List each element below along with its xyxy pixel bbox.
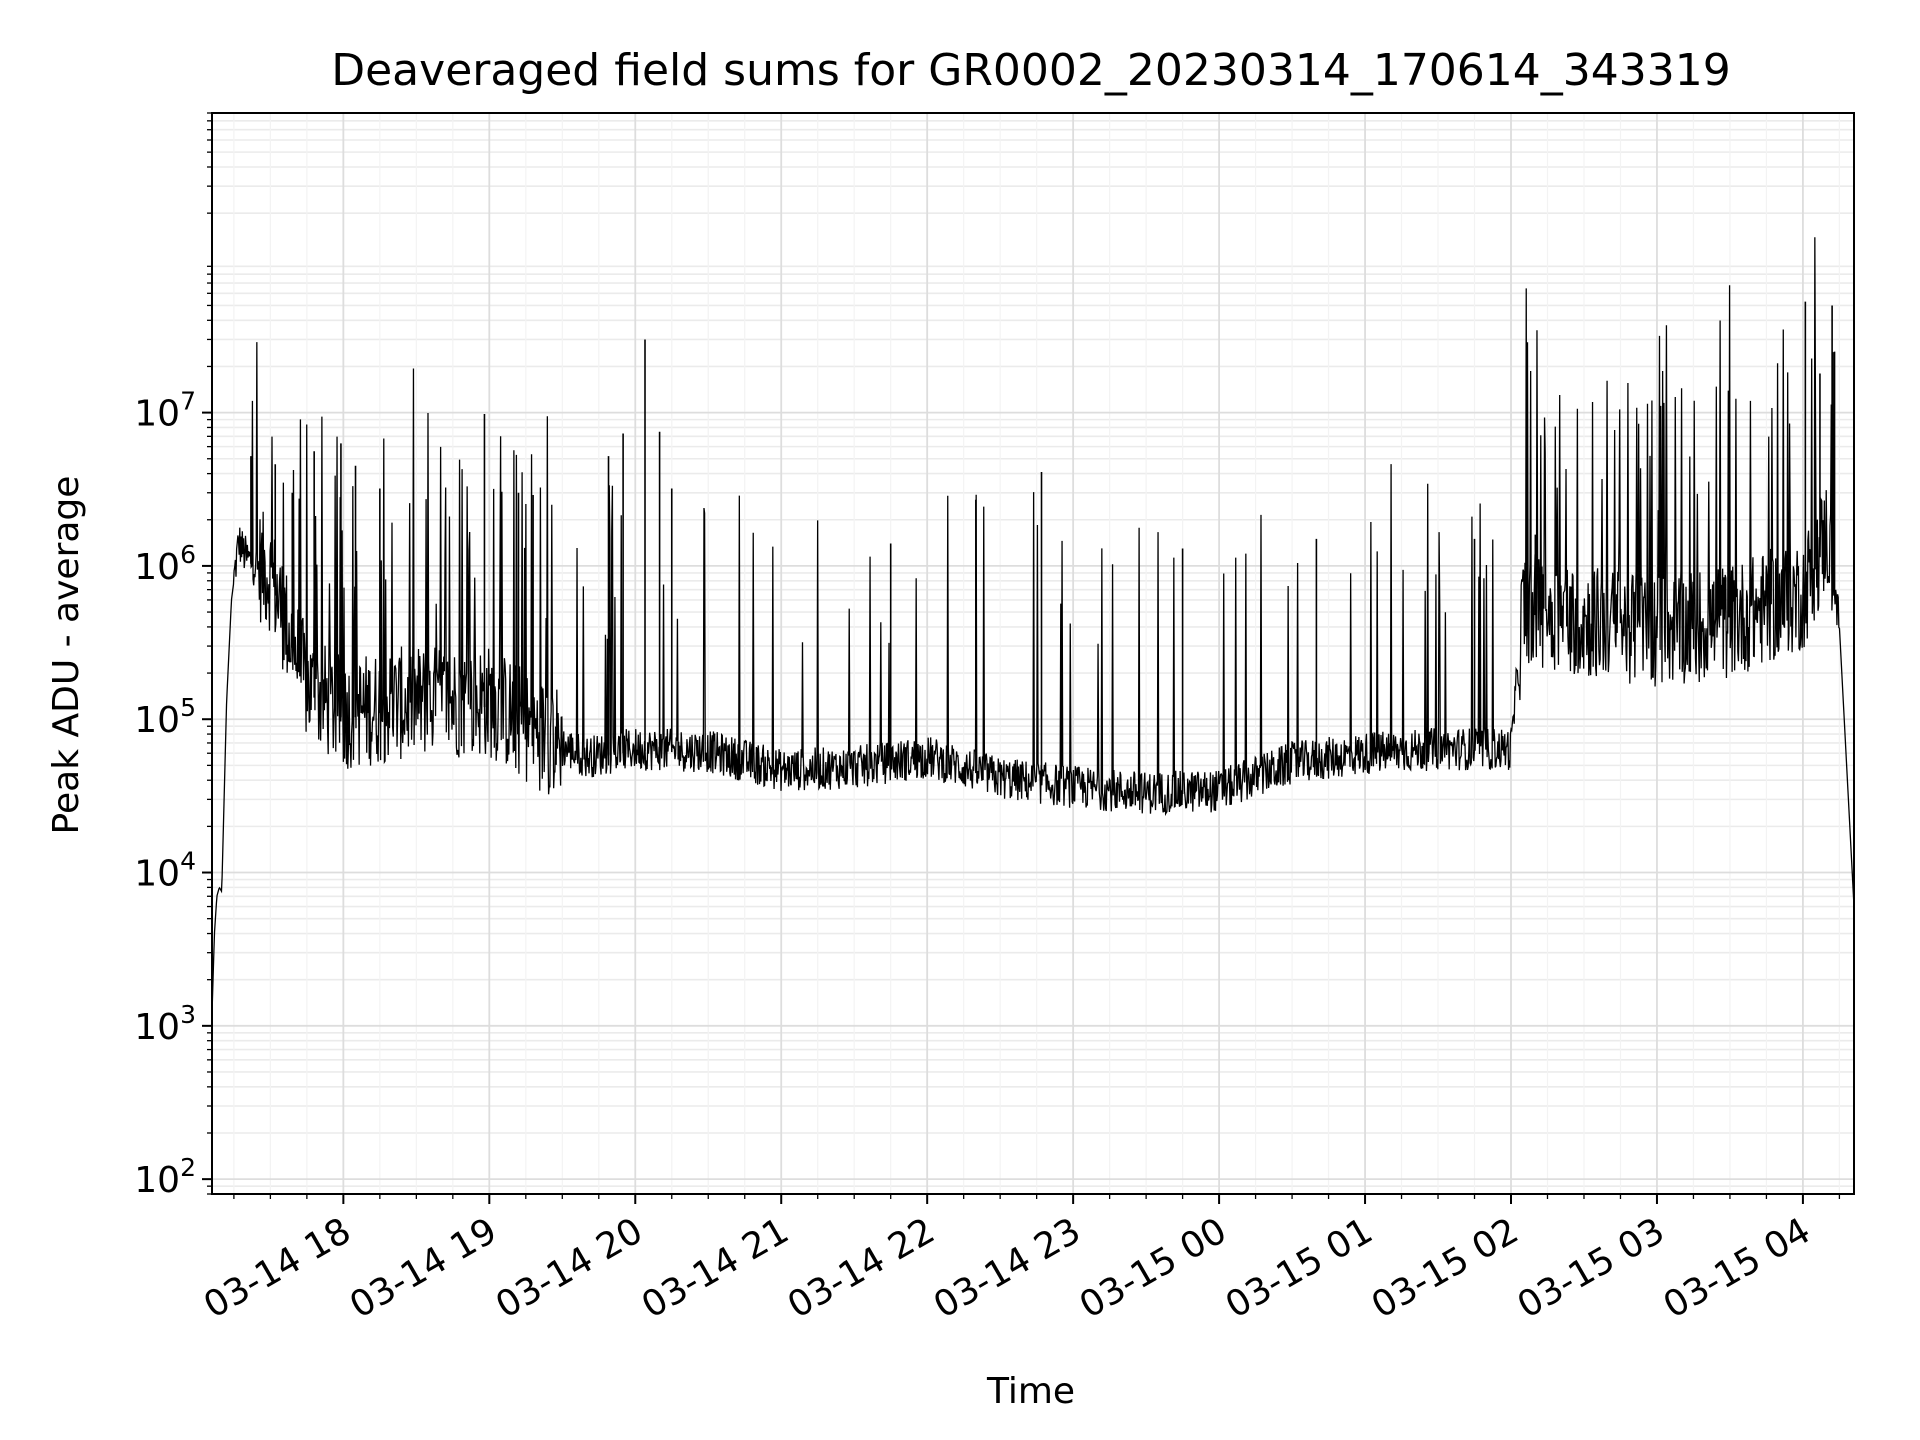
x-tick-label: 03-14 18 bbox=[197, 1210, 358, 1326]
data-layer bbox=[212, 237, 1854, 1014]
grid bbox=[212, 112, 1854, 1195]
plot-frame bbox=[211, 112, 1855, 1195]
chart-title: Deaveraged field sums for GR0002_2023031… bbox=[331, 45, 1731, 96]
x-tick-label: 03-14 23 bbox=[927, 1210, 1088, 1326]
x-tick-label: 03-14 19 bbox=[343, 1210, 504, 1326]
x-tick-label: 03-15 03 bbox=[1511, 1210, 1672, 1326]
x-tick-label: 03-15 02 bbox=[1365, 1210, 1526, 1326]
x-tick-label: 03-15 04 bbox=[1657, 1210, 1818, 1326]
x-tick-label: 03-15 00 bbox=[1073, 1210, 1234, 1326]
y-tick-label: 106 bbox=[134, 540, 196, 588]
x-tick-label: 03-14 22 bbox=[781, 1210, 942, 1326]
y-tick-label: 107 bbox=[134, 387, 196, 435]
x-tick-label: 03-15 01 bbox=[1219, 1210, 1380, 1326]
x-axis-label: Time bbox=[986, 1371, 1075, 1412]
y-tick-label: 104 bbox=[134, 847, 196, 895]
y-axis-label: Peak ADU - average bbox=[46, 476, 87, 835]
series-line-0 bbox=[212, 237, 1854, 1014]
y-axis: 102 103 104 105 106 107 bbox=[134, 112, 212, 1201]
x-tick-label: 03-14 20 bbox=[489, 1210, 650, 1326]
y-tick-label: 102 bbox=[134, 1153, 196, 1201]
y-tick-label: 103 bbox=[134, 1000, 196, 1048]
y-tick-label: 105 bbox=[134, 693, 196, 741]
x-tick-label: 03-14 21 bbox=[635, 1210, 796, 1326]
